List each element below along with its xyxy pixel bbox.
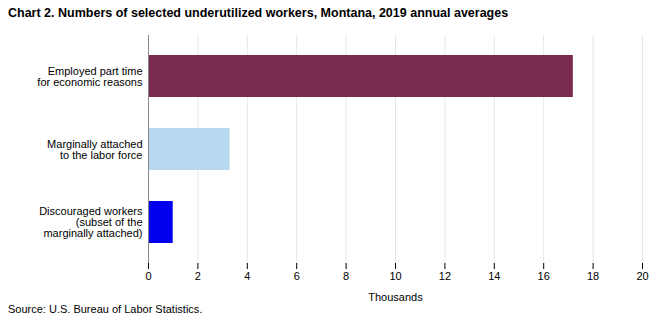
- svg-text:18: 18: [587, 270, 599, 282]
- svg-text:14: 14: [488, 270, 500, 282]
- svg-text:Thousands: Thousands: [368, 291, 423, 303]
- svg-text:0: 0: [145, 270, 151, 282]
- svg-text:12: 12: [439, 270, 451, 282]
- svg-text:Marginally attachedto the labo: Marginally attachedto the labor force: [47, 138, 142, 161]
- svg-text:6: 6: [294, 270, 300, 282]
- svg-text:8: 8: [343, 270, 349, 282]
- svg-text:2: 2: [195, 270, 201, 282]
- svg-text:Employed part timefor economic: Employed part timefor economic reasons: [37, 65, 143, 88]
- html-text:Chart 2. Numbers of selected u: Chart 2. Numbers of selected underutiliz…: [8, 6, 509, 20]
- svg-text:10: 10: [389, 270, 401, 282]
- html-text:Source: U.S. Bureau of Labor S: Source: U.S. Bureau of Labor Statistics.: [8, 303, 203, 315]
- svg-text:16: 16: [538, 270, 550, 282]
- svg-text:4: 4: [244, 270, 250, 282]
- svg-text:20: 20: [636, 270, 648, 282]
- svg-text:Discouraged workers(subset of: Discouraged workers(subset of themargina…: [39, 205, 143, 239]
